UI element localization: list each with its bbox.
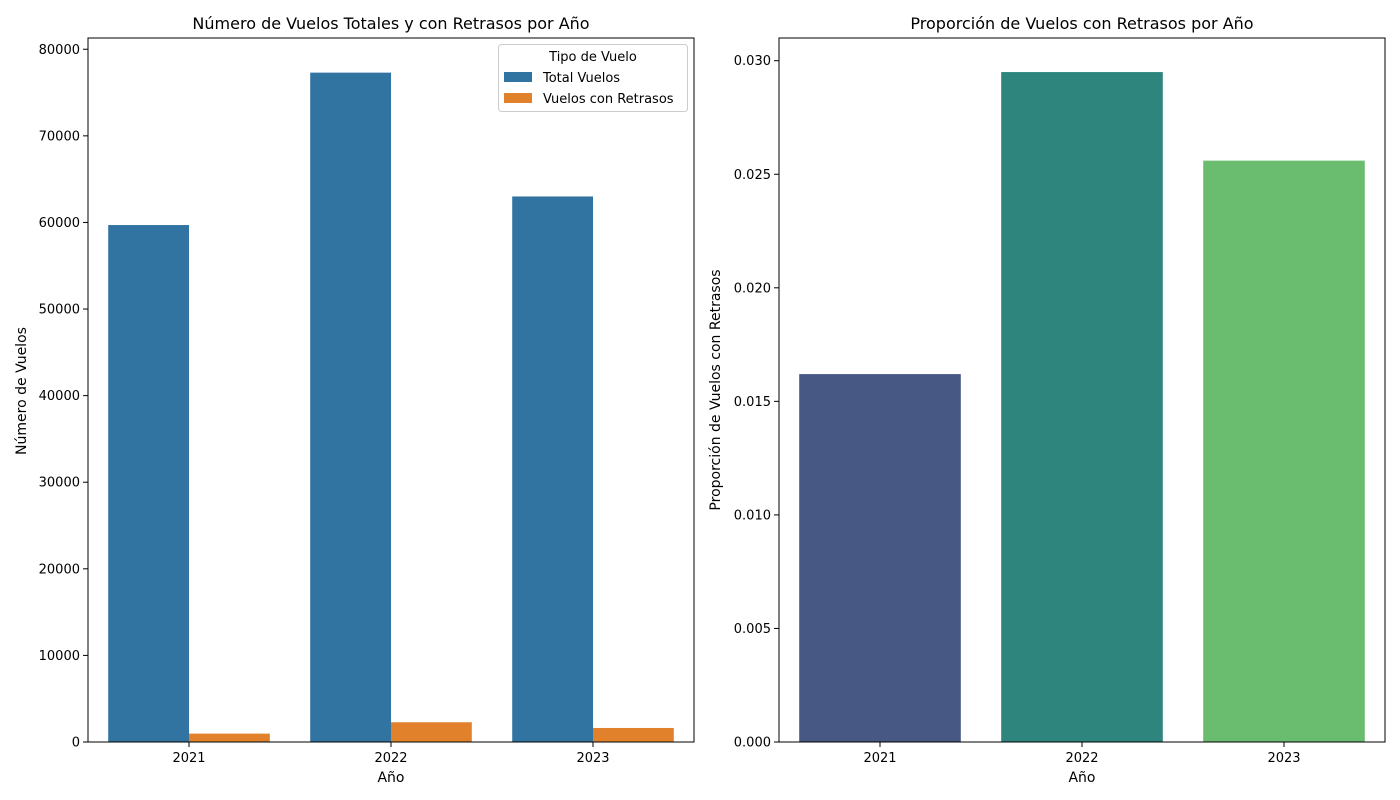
- bar-proporcion-2022: [1001, 72, 1163, 742]
- left-x-tick-label: 2022: [374, 751, 407, 766]
- left-y-tick-label: 70000: [39, 129, 80, 144]
- left-x-tick-label: 2023: [576, 751, 609, 766]
- left-x-tick-label: 2021: [172, 751, 205, 766]
- left-y-tick-label: 60000: [39, 216, 80, 231]
- right-y-tick-label: 0.015: [734, 395, 771, 410]
- right-x-ticks: 2021 2022 2023: [863, 742, 1301, 766]
- bar-proporcion-2023: [1203, 160, 1365, 742]
- left-y-tick-label: 50000: [39, 303, 80, 318]
- right-x-axis-label: Año: [1068, 770, 1095, 786]
- left-y-axis-label: Número de Vuelos: [14, 327, 30, 455]
- bar-proporcion-2021: [799, 374, 961, 742]
- right-x-tick-label: 2023: [1267, 751, 1300, 766]
- left-y-tick-label: 20000: [39, 562, 80, 577]
- left-y-ticks: 0 10000 20000 30000 40000 50000 60000 70000 8000…: [39, 43, 88, 751]
- left-y-tick-label: 30000: [39, 476, 80, 491]
- left-y-tick-label: 80000: [39, 43, 80, 58]
- right-chart: Proporción de Vuelos con Retrasos por Añ…: [708, 14, 1386, 786]
- legend-swatch-vuelos-con-retrasos: [504, 93, 532, 103]
- legend-title: Tipo de Vuelo: [548, 50, 637, 65]
- bar-total-vuelos-2023: [512, 196, 593, 742]
- right-x-tick-label: 2021: [863, 751, 896, 766]
- legend-label-total-vuelos: Total Vuelos: [542, 71, 620, 86]
- left-y-tick-label: 10000: [39, 649, 80, 664]
- right-y-tick-label: 0.000: [734, 736, 771, 751]
- legend-box: [498, 44, 688, 112]
- right-y-axis-label: Proporción de Vuelos con Retrasos: [708, 269, 724, 510]
- left-bars: [108, 72, 674, 742]
- bar-vuelos-con-retrasos-2021: [189, 733, 270, 742]
- right-bars: [799, 72, 1365, 742]
- left-y-tick-label: 40000: [39, 389, 80, 404]
- right-y-tick-label: 0.030: [734, 54, 771, 69]
- right-y-tick-label: 0.010: [734, 508, 771, 523]
- left-x-axis-label: Año: [377, 770, 404, 786]
- legend-label-vuelos-con-retrasos: Vuelos con Retrasos: [543, 92, 674, 107]
- right-chart-title: Proporción de Vuelos con Retrasos por Añ…: [910, 14, 1253, 33]
- legend-swatch-total-vuelos: [504, 72, 532, 82]
- bar-vuelos-con-retrasos-2023: [593, 727, 674, 742]
- bar-total-vuelos-2021: [108, 225, 189, 742]
- legend: Tipo de Vuelo Total Vuelos Vuelos con Re…: [498, 44, 688, 112]
- left-chart: Número de Vuelos Totales y con Retrasos …: [14, 14, 695, 786]
- right-x-tick-label: 2022: [1065, 751, 1098, 766]
- right-y-tick-label: 0.025: [734, 168, 771, 183]
- left-chart-title: Número de Vuelos Totales y con Retrasos …: [192, 14, 589, 33]
- left-x-ticks: 2021 2022 2023: [172, 742, 610, 766]
- right-y-tick-label: 0.020: [734, 281, 771, 296]
- left-plot-frame: [87, 37, 695, 743]
- right-y-ticks: 0.000 0.005 0.010 0.015 0.020 0.025 0.030: [734, 54, 779, 751]
- right-y-tick-label: 0.005: [734, 622, 771, 637]
- bar-total-vuelos-2022: [310, 72, 391, 742]
- left-y-tick-label: 0: [72, 736, 80, 751]
- bar-vuelos-con-retrasos-2022: [391, 722, 472, 742]
- right-plot-frame: [778, 37, 1386, 743]
